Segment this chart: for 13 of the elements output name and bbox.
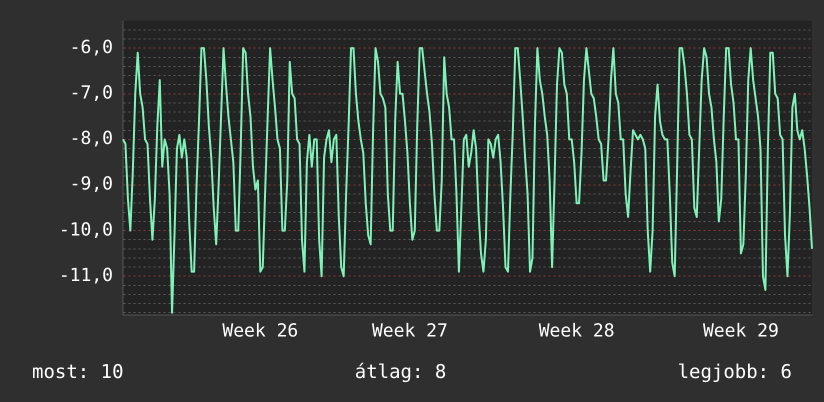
text: legjobb: 6 [678, 361, 792, 383]
x-tick-label: Week 26 [222, 320, 298, 342]
x-tick-label: Week 29 [702, 320, 779, 342]
x-tick-label: Week 28 [538, 320, 615, 342]
y-tick-label: -11,0 [58, 264, 113, 286]
x-tick-label: Week 27 [372, 320, 448, 342]
text: most: 10 [32, 361, 124, 383]
text: átlag: 8 [354, 361, 446, 383]
y-tick-label: -6,0 [70, 36, 113, 58]
y-tick-label: -8,0 [70, 128, 113, 150]
y-tick-label: -10,0 [58, 219, 113, 240]
y-tick-label: -9,0 [70, 174, 113, 195]
y-tick-label: -7,0 [70, 82, 113, 104]
